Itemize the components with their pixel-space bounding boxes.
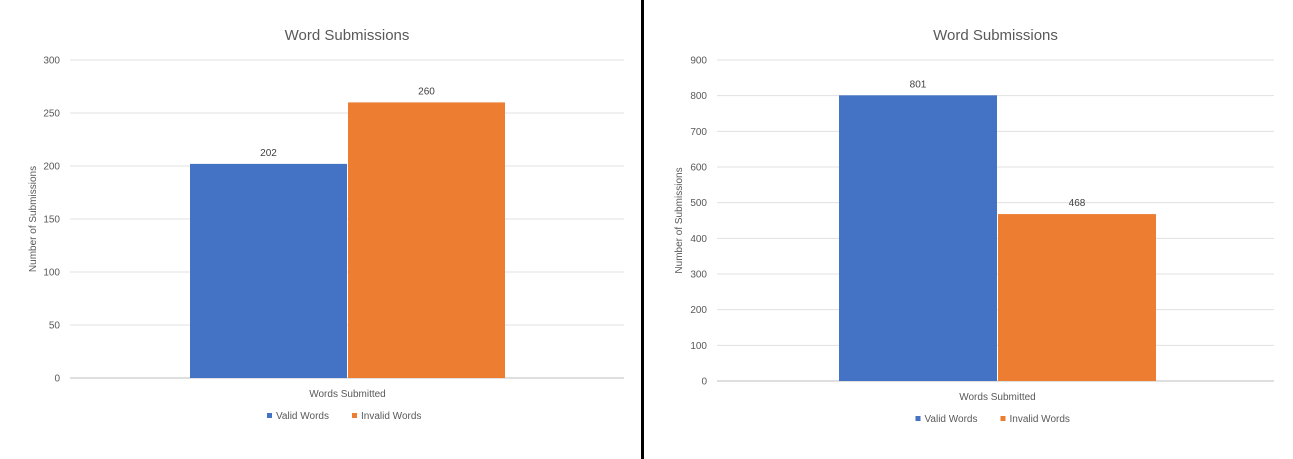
panel-divider — [641, 0, 644, 459]
data-label: 260 — [418, 86, 435, 97]
y-tick-label: 50 — [49, 321, 61, 332]
data-label: 202 — [260, 148, 277, 159]
legend-label: Invalid Words — [361, 411, 421, 422]
chart-title: Word Submissions — [285, 27, 410, 44]
bar-valid-words — [839, 95, 997, 381]
y-axis-title: Number of Submissions — [28, 166, 39, 272]
y-tick-label: 900 — [690, 56, 707, 67]
x-category-label: Words Submitted — [309, 389, 386, 400]
legend-swatch — [352, 413, 357, 418]
y-tick-label: 0 — [54, 374, 60, 385]
y-tick-label: 500 — [690, 198, 707, 209]
x-category-label: Words Submitted — [959, 392, 1036, 403]
y-tick-label: 150 — [43, 215, 60, 226]
chart-panel-left: Word Submissions 0 50 100 150 200 250 300 Number… — [0, 0, 641, 459]
bar-invalid-words — [348, 102, 505, 379]
bar-valid-words — [190, 163, 347, 378]
y-tick-label: 100 — [690, 341, 707, 352]
y-tick-label: 200 — [43, 162, 60, 173]
y-tick-label: 700 — [690, 127, 707, 138]
chart-title: Word Submissions — [933, 27, 1058, 44]
data-label: 468 — [1069, 198, 1086, 209]
y-tick-label: 400 — [690, 234, 707, 245]
bar-chart-left: Word Submissions 0 50 100 150 200 250 300 Number… — [28, 27, 624, 422]
y-tick-label: 200 — [690, 305, 707, 316]
y-tick-label: 300 — [690, 270, 707, 281]
y-tick-label: 0 — [701, 377, 707, 388]
y-tick-label: 600 — [690, 163, 707, 174]
y-tick-label: 800 — [690, 91, 707, 102]
y-tick-label: 100 — [43, 268, 60, 279]
legend-swatch — [915, 416, 921, 421]
data-label: 801 — [910, 79, 927, 90]
chart-panel-right: Word Submissions 0 100 200 300 400 500 600 700 80… — [644, 0, 1293, 459]
legend-label: Valid Words — [276, 411, 329, 422]
bar-invalid-words — [998, 214, 1156, 381]
y-axis-title: Number of Submissions — [674, 167, 685, 273]
y-tick-label: 250 — [43, 109, 60, 120]
legend-swatch — [1000, 416, 1006, 421]
legend-label: Valid Words — [925, 414, 978, 425]
legend-swatch — [267, 413, 272, 418]
y-tick-label: 300 — [43, 56, 60, 67]
bar-chart-right: Word Submissions 0 100 200 300 400 500 600 700 80… — [674, 27, 1274, 425]
legend-label: Invalid Words — [1010, 414, 1070, 425]
